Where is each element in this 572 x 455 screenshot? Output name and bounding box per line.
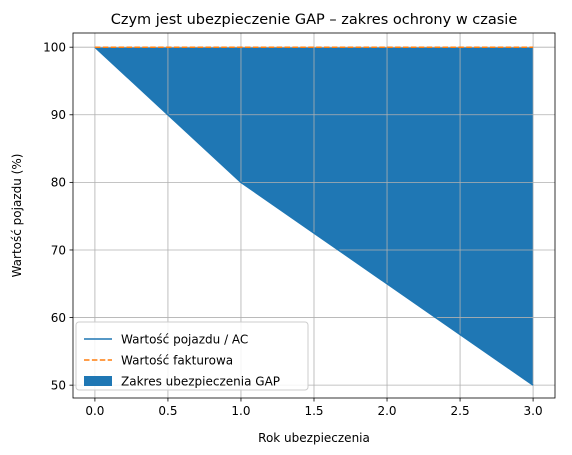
y-tick-label: 80 — [51, 176, 66, 190]
y-tick-label: 50 — [51, 378, 66, 392]
x-tick-label: 1.0 — [231, 404, 250, 418]
vehicle-value-line — [94, 46, 534, 386]
legend-label: Zakres ubezpieczenia GAP — [121, 374, 280, 388]
x-tick-label: 0.5 — [158, 404, 177, 418]
x-axis-label: Rok ubezpieczenia — [258, 431, 370, 445]
y-tick-label: 100 — [43, 40, 66, 54]
x-tick-label: 2.0 — [377, 404, 396, 418]
x-tick-label: 2.5 — [451, 404, 470, 418]
y-tick-label: 90 — [51, 108, 66, 122]
y-axis-label: Wartość pojazdu (%) — [10, 154, 24, 278]
legend-frame — [75, 321, 309, 391]
x-tick-label: 1.5 — [304, 404, 323, 418]
chart-title: Czym jest ubezpieczenie GAP – zakres och… — [111, 12, 518, 28]
x-tick-label: 3.0 — [524, 404, 543, 418]
legend-label: Wartość fakturowa — [121, 353, 233, 367]
legend: Wartość pojazdu / AC Wartość fakturowa Zak… — [75, 321, 309, 391]
legend-label: Wartość pojazdu / AC — [121, 332, 248, 346]
x-tick-label: 0.0 — [85, 404, 104, 418]
legend-swatch — [84, 376, 112, 386]
y-tick-label: 70 — [51, 243, 66, 257]
y-tick-label: 60 — [51, 311, 66, 325]
